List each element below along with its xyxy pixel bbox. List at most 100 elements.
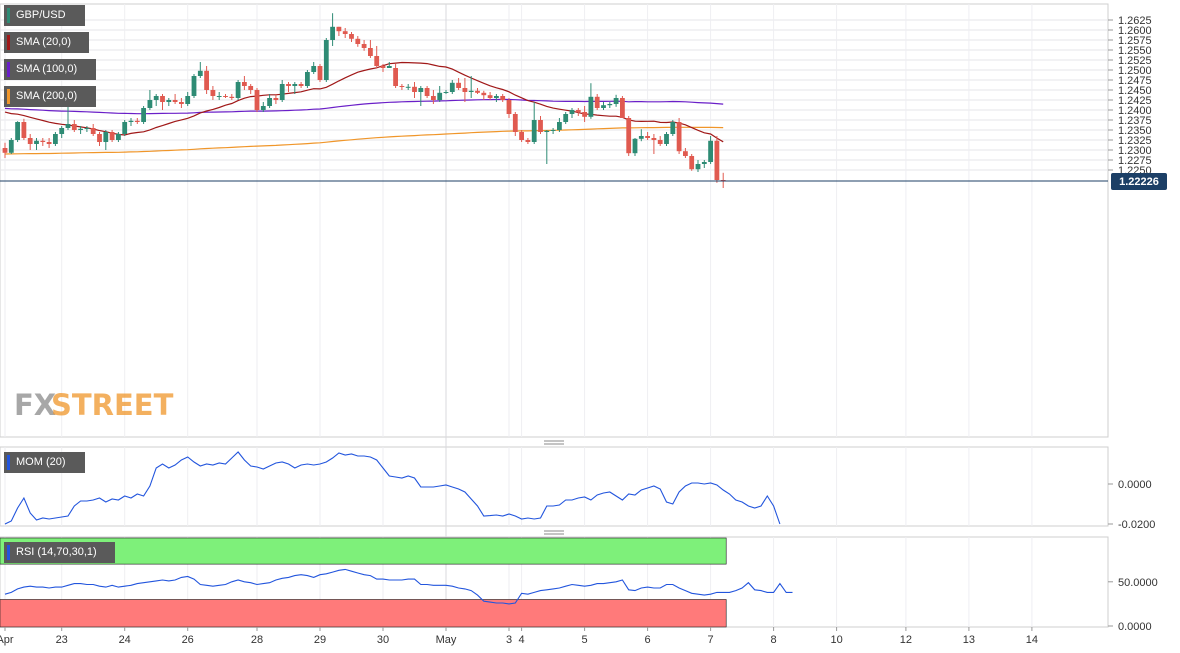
candle: [594, 94, 600, 110]
candle: [563, 112, 569, 124]
candle-body: [223, 96, 228, 97]
legend-sma100[interactable]: SMA (100,0): [4, 59, 96, 80]
candle-body: [323, 40, 329, 80]
candle: [216, 92, 222, 100]
rsi-swatch: [7, 545, 10, 560]
candle-body: [418, 88, 424, 92]
candle: [676, 118, 682, 154]
candle-body: [84, 128, 90, 129]
x-tick-label: 5: [582, 634, 588, 646]
rsi-tick-label: 0.0000: [1118, 621, 1152, 633]
candle-body: [575, 110, 581, 112]
candle-body: [582, 112, 587, 117]
candle: [695, 160, 701, 172]
candle-body: [298, 84, 304, 86]
candle-body: [714, 140, 720, 180]
watermark-fx-text: FX: [14, 388, 56, 422]
rsi-oversold-band: [0, 599, 727, 628]
legend-sma20[interactable]: SMA (20,0): [4, 32, 89, 53]
candle: [386, 62, 392, 68]
candle: [210, 86, 216, 100]
candle: [374, 46, 380, 68]
candle: [494, 94, 499, 102]
panel-frame-2: [0, 446, 1109, 527]
x-tick-label: 28: [251, 634, 263, 646]
candle-body: [670, 122, 676, 134]
legend-sma20-text: SMA (20,0): [16, 36, 72, 48]
sma20-swatch: [7, 35, 10, 50]
candle: [468, 76, 474, 98]
candle: [475, 88, 480, 94]
candle-body: [349, 34, 354, 39]
candle: [15, 121, 20, 142]
legend-sma100-text: SMA (100,0): [16, 63, 78, 75]
candle: [708, 136, 713, 164]
candle: [506, 98, 512, 118]
candle-body: [399, 86, 405, 87]
candle-body: [550, 130, 556, 131]
candle-body: [286, 84, 291, 86]
candle-body: [601, 105, 606, 108]
y-tick-label: 1.2525: [1118, 55, 1152, 67]
legend-rsi[interactable]: RSI (14,70,30,1): [4, 542, 115, 563]
candle-body: [563, 114, 569, 122]
watermark: FX STREET: [14, 388, 174, 422]
candle-body: [431, 96, 436, 100]
candle-body: [128, 120, 134, 122]
candle-body: [34, 140, 39, 144]
y-tick-label: 1.2400: [1118, 105, 1152, 117]
candle: [569, 108, 575, 118]
candle: [153, 94, 159, 106]
indicator-lines: [4, 451, 793, 605]
candle-body: [90, 128, 96, 134]
candle: [582, 106, 587, 122]
candle: [355, 36, 361, 47]
x-tick-label: 10: [830, 634, 842, 646]
candle: [46, 138, 52, 148]
legend-symbol[interactable]: GBP/USD: [4, 5, 85, 26]
candle: [8, 138, 14, 154]
legend-symbol-text: GBP/USD: [16, 9, 66, 21]
candle-body: [494, 96, 499, 98]
candle-body: [538, 120, 543, 132]
candle-body: [254, 90, 260, 110]
candle-body: [481, 92, 487, 96]
candle-body: [229, 96, 235, 98]
price-marker: 1.22226: [0, 173, 1167, 190]
candle: [412, 82, 417, 98]
candle: [248, 84, 254, 94]
candle: [361, 40, 367, 51]
candle: [116, 132, 121, 142]
candle: [405, 84, 411, 90]
x-tick-label: 14: [1026, 634, 1038, 646]
legend-mom[interactable]: MOM (20): [4, 452, 85, 473]
candle-body: [141, 108, 146, 122]
candle: [27, 134, 33, 150]
candle-body: [632, 138, 638, 154]
candle: [191, 74, 197, 98]
candle: [368, 40, 373, 58]
candle: [575, 108, 581, 116]
candle-body: [78, 128, 83, 130]
rsi-tick-label: 50.0000: [1118, 577, 1158, 589]
x-tick-label: 12: [900, 634, 912, 646]
symbol-swatch: [7, 8, 10, 23]
candle: [449, 80, 455, 94]
candle-body: [689, 156, 695, 170]
candle: [179, 98, 184, 108]
panel-frame-1: [0, 3, 1109, 438]
candle: [323, 38, 329, 82]
candle: [512, 112, 518, 136]
mom-swatch: [7, 455, 10, 470]
candle-body: [134, 120, 140, 122]
candle: [651, 134, 657, 154]
candle: [393, 64, 398, 88]
candle-body: [27, 138, 33, 144]
candle-body: [147, 100, 153, 108]
y-tick-label: 1.2600: [1118, 25, 1152, 37]
legend-sma200[interactable]: SMA (200,0): [4, 86, 96, 107]
candle-body: [676, 122, 682, 152]
candle-body: [311, 66, 317, 72]
candle-body: [374, 56, 380, 66]
